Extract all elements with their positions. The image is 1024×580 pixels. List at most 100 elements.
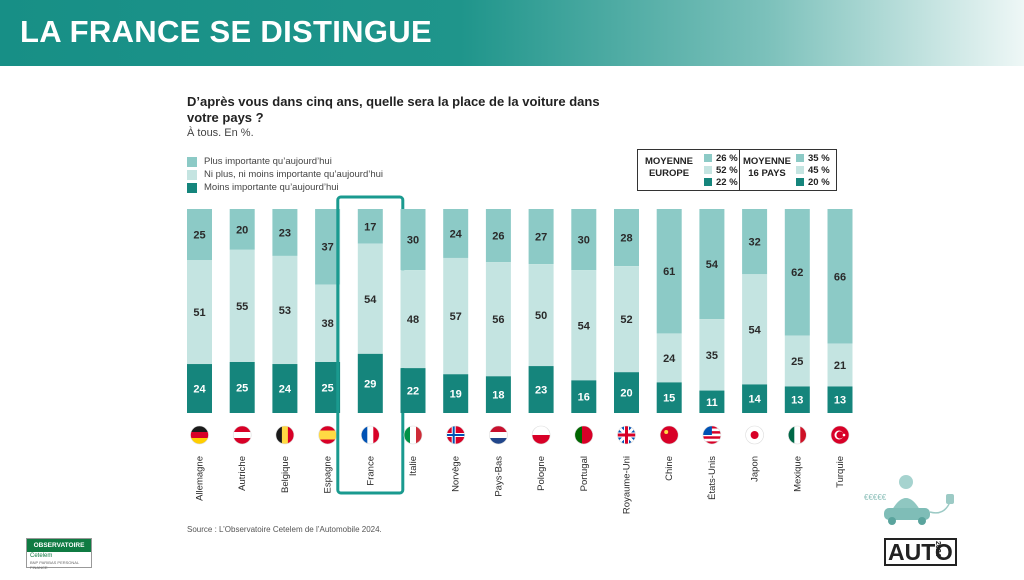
- data-label: 28: [620, 233, 632, 245]
- flag-china-icon: [660, 426, 679, 444]
- bar-segment: [614, 372, 639, 413]
- category-label: Japon: [750, 456, 761, 482]
- euro-coins-text: €€€€€: [864, 493, 887, 502]
- category-label: Pays-Bas: [493, 456, 504, 497]
- bar-segment: [272, 209, 298, 256]
- data-label: 54: [578, 320, 591, 332]
- data-label: 53: [279, 305, 291, 317]
- average-europe-same: 52 %: [716, 164, 738, 176]
- bar-segment: [357, 353, 383, 413]
- bar-segment: [742, 384, 768, 413]
- data-label: 25: [236, 383, 248, 395]
- bar-segment: [784, 209, 810, 336]
- data-label: 25: [321, 383, 333, 395]
- bar-segment: [699, 390, 725, 413]
- bar-segment: [528, 264, 554, 367]
- category-label: France: [365, 456, 376, 486]
- bar-segment: [485, 262, 511, 377]
- title-banner: LA FRANCE SE DISTINGUE: [0, 0, 1024, 66]
- source-note: Source : L’Observatoire Cetelem de l’Aut…: [187, 525, 382, 534]
- data-label: 38: [321, 318, 333, 330]
- flag-outline: [787, 425, 807, 445]
- flag-outline: [702, 425, 722, 445]
- data-label: 20: [236, 224, 248, 236]
- bar-segment: [699, 319, 725, 391]
- data-label: 11: [706, 397, 718, 409]
- category-label: Turquie: [835, 456, 846, 488]
- bar-segment: [656, 333, 682, 383]
- flag-outline: [489, 425, 508, 445]
- bar-segment: [827, 386, 853, 413]
- data-label: 32: [748, 237, 760, 249]
- data-label: 15: [663, 393, 675, 405]
- category-label: Autriche: [237, 456, 248, 491]
- data-label: 54: [706, 259, 719, 271]
- category-label: États-Unis: [707, 456, 718, 500]
- page-title: LA FRANCE SE DISTINGUE: [20, 14, 432, 49]
- observatoire-logo-title: OBSERVATOIRE: [27, 539, 91, 552]
- bar-segment: [699, 209, 725, 320]
- category-label: Pologne: [536, 456, 547, 491]
- car-driver-illustration-icon: €€€€€: [864, 475, 954, 525]
- category-label: Portugal: [579, 456, 590, 491]
- bar-segment: [187, 364, 212, 413]
- flag-outline: [275, 425, 295, 445]
- average-16-same: 45 %: [808, 164, 830, 176]
- flag-outline: [659, 425, 679, 445]
- data-label: 24: [193, 384, 206, 396]
- category-label: Italie: [408, 456, 419, 476]
- flag-usa-icon: [702, 426, 721, 444]
- flag-outline: [531, 425, 551, 445]
- flag-uk-icon: [617, 426, 636, 444]
- legend-item-less: Moins importante qu’aujourd’hui: [187, 181, 383, 194]
- category-label: Allemagne: [195, 456, 206, 501]
- bar-segment: [187, 209, 212, 260]
- flag-turkey-icon: [831, 426, 849, 444]
- legend-label: Ni plus, ni moins importante qu’aujourd’…: [204, 169, 384, 180]
- data-label: 18: [492, 390, 504, 402]
- data-label: 24: [279, 384, 292, 396]
- data-label: 19: [450, 389, 462, 401]
- flag-outline: [745, 425, 764, 445]
- bar-segment: [614, 266, 639, 373]
- flag-outline: [574, 425, 594, 445]
- bar-segment: [400, 368, 426, 413]
- auto-logo-year: 2024: [934, 541, 941, 557]
- bar-segment: [272, 364, 298, 413]
- data-label: 13: [791, 395, 803, 407]
- legend-swatch: [187, 182, 197, 193]
- flag-norway-icon: [446, 426, 465, 444]
- data-label: 48: [407, 314, 419, 326]
- bar-segment: [443, 209, 469, 258]
- average-europe-less: 22 %: [716, 176, 738, 188]
- data-label: 14: [748, 394, 761, 406]
- bar-segment: [315, 284, 341, 362]
- data-label: 25: [791, 356, 803, 368]
- data-label: 52: [620, 314, 632, 326]
- bar-segment: [229, 362, 255, 413]
- data-label: 20: [620, 388, 632, 400]
- category-label: Espagne: [323, 456, 334, 494]
- flag-austria-icon: [233, 426, 252, 444]
- data-label: 24: [450, 228, 463, 240]
- legend-swatch: [704, 178, 712, 186]
- observatoire-logo-sub: Cetelem: [30, 553, 53, 559]
- flag-outline: [190, 425, 209, 445]
- data-label: 24: [663, 353, 676, 365]
- legend-swatch: [187, 156, 197, 167]
- data-label: 57: [450, 311, 462, 323]
- bar-segment: [315, 209, 341, 285]
- bar-segment: [485, 209, 511, 263]
- bar-segment: [571, 270, 597, 381]
- bar-segment: [187, 260, 212, 365]
- auto-2024-logo: AUTO 2024: [884, 538, 957, 566]
- average-16-countries-box: MOYENNE 16 PAYS 35 % 45 % 20 %: [739, 149, 837, 191]
- bar-segment: [400, 270, 426, 369]
- legend-swatch: [796, 154, 804, 162]
- legend-swatch: [796, 166, 804, 174]
- bar-segment: [229, 209, 255, 250]
- bar-segment: [656, 382, 682, 413]
- bar-segment: [784, 335, 810, 387]
- flag-germany-icon: [190, 426, 209, 444]
